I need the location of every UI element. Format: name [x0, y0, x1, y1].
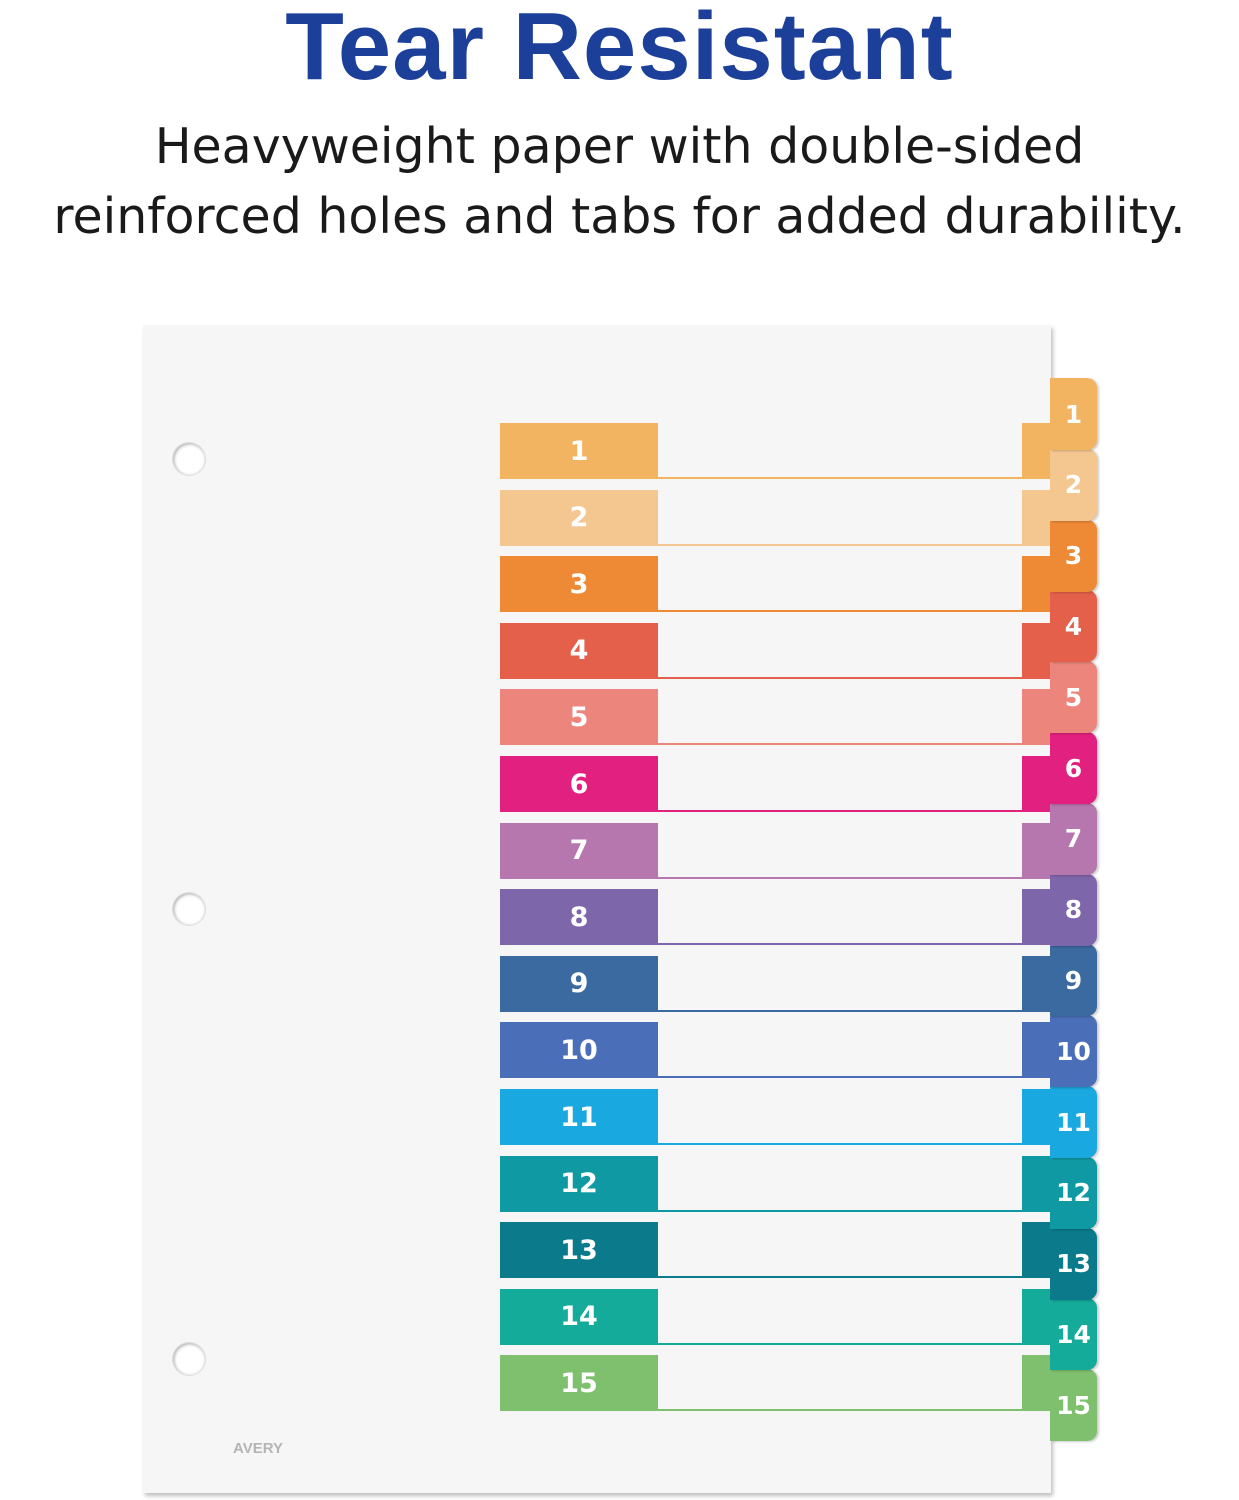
- side-tab-label: 6: [1064, 753, 1083, 783]
- toc-row: 10: [500, 1022, 1050, 1079]
- headline: Tear Resistant: [285, 0, 954, 100]
- side-tab-12[interactable]: 12: [1050, 1156, 1097, 1229]
- toc-entry-line: [658, 943, 1022, 946]
- side-tab-3[interactable]: 3: [1050, 519, 1097, 592]
- toc-row-number: 8: [500, 889, 658, 946]
- side-tab-label: 9: [1064, 965, 1083, 995]
- side-tab-6[interactable]: 6: [1050, 732, 1097, 804]
- toc-entry-line: [658, 743, 1022, 746]
- side-tab-9[interactable]: 9: [1050, 944, 1097, 1017]
- toc-row: 8: [500, 889, 1050, 946]
- toc-entry-line: [658, 876, 1022, 879]
- toc-row-number: 7: [500, 822, 658, 879]
- side-tab-11[interactable]: 11: [1050, 1086, 1097, 1158]
- punch-hole: [172, 892, 206, 926]
- toc-row-number: 15: [500, 1355, 658, 1412]
- subtitle-line-2: reinforced holes and tabs for added dura…: [53, 188, 1186, 245]
- toc-row-number: 10: [500, 1022, 658, 1079]
- toc-row-end-block: [1022, 489, 1050, 546]
- side-tab-label: 10: [1056, 1036, 1091, 1066]
- side-tab-label: 5: [1064, 682, 1083, 712]
- toc-entry-line: [658, 1342, 1022, 1345]
- toc-row-number: 9: [500, 955, 658, 1012]
- toc-row-end-block: [1022, 955, 1050, 1012]
- toc-row-end-block: [1022, 1288, 1050, 1345]
- side-tab-5[interactable]: 5: [1050, 661, 1097, 734]
- side-tab-label: 1: [1064, 399, 1083, 429]
- toc-row: 7: [500, 822, 1050, 879]
- toc-row: 3: [500, 556, 1050, 613]
- toc-row-end-block: [1022, 756, 1050, 812]
- toc-row: 12: [500, 1155, 1050, 1212]
- toc-entry-line: [658, 1009, 1022, 1012]
- punch-hole: [172, 1342, 206, 1376]
- side-tab-8[interactable]: 8: [1050, 873, 1097, 946]
- toc-row-end-block: [1022, 423, 1050, 479]
- toc-row: 9: [500, 955, 1050, 1012]
- toc-row-end-block: [1022, 1022, 1050, 1079]
- toc-entry-line: [658, 610, 1022, 613]
- toc-row-number: 4: [500, 622, 658, 679]
- toc-row-end-block: [1022, 689, 1050, 746]
- side-tab-14[interactable]: 14: [1050, 1298, 1097, 1371]
- side-tab-2[interactable]: 2: [1050, 448, 1097, 521]
- side-tab-label: 3: [1064, 541, 1083, 571]
- toc-row: 11: [500, 1089, 1050, 1145]
- toc-row-number: 13: [500, 1222, 658, 1279]
- toc-entry-line: [658, 676, 1022, 679]
- toc-entry-line: [658, 1209, 1022, 1212]
- toc-row-end-block: [1022, 556, 1050, 613]
- punch-hole: [172, 442, 206, 476]
- toc-row: 13: [500, 1222, 1050, 1279]
- side-tab-label: 7: [1064, 824, 1083, 854]
- toc-row-number: 1: [500, 423, 658, 479]
- toc-entry-line: [658, 477, 1022, 479]
- side-tab-7[interactable]: 7: [1050, 802, 1097, 875]
- toc-row: 14: [500, 1288, 1050, 1345]
- side-tab-13[interactable]: 13: [1050, 1227, 1097, 1300]
- toc-entry-line: [658, 810, 1022, 812]
- side-tab-15[interactable]: 15: [1050, 1369, 1097, 1442]
- side-tab-label: 13: [1056, 1249, 1091, 1279]
- toc-row-number: 6: [500, 756, 658, 812]
- toc-entry-line: [658, 1276, 1022, 1279]
- side-tab-label: 4: [1064, 611, 1083, 641]
- side-tab-10[interactable]: 10: [1050, 1015, 1097, 1088]
- avery-logo: AVERY: [233, 1440, 284, 1457]
- toc-row: 4: [500, 622, 1050, 679]
- toc-row-number: 14: [500, 1288, 658, 1345]
- toc-row-number: 12: [500, 1155, 658, 1212]
- toc-row-number: 5: [500, 689, 658, 746]
- side-tab-label: 14: [1056, 1319, 1091, 1349]
- toc-row-end-block: [1022, 1222, 1050, 1279]
- toc-entry-line: [658, 1076, 1022, 1079]
- side-tab-label: 2: [1064, 470, 1083, 500]
- subtitle-line-1: Heavyweight paper with double-sided: [154, 118, 1085, 175]
- toc-entry-line: [658, 543, 1022, 546]
- toc-row-number: 2: [500, 489, 658, 546]
- toc-row-end-block: [1022, 622, 1050, 679]
- toc-row: 5: [500, 689, 1050, 746]
- side-tab-1[interactable]: 1: [1050, 378, 1097, 450]
- toc-row-end-block: [1022, 1355, 1050, 1412]
- side-tab-label: 12: [1056, 1178, 1091, 1208]
- side-tab-label: 8: [1064, 895, 1083, 925]
- toc-entry-line: [658, 1143, 1022, 1145]
- toc-row-number: 11: [500, 1089, 658, 1145]
- toc-row-number: 3: [500, 556, 658, 613]
- toc-row: 2: [500, 489, 1050, 546]
- side-tab-4[interactable]: 4: [1050, 590, 1097, 663]
- toc-row-end-block: [1022, 1089, 1050, 1145]
- side-tab-label: 11: [1056, 1107, 1091, 1137]
- toc-row: 15: [500, 1355, 1050, 1412]
- side-tab-label: 15: [1056, 1390, 1091, 1420]
- toc-row-end-block: [1022, 889, 1050, 946]
- toc-row: 1: [500, 423, 1050, 479]
- toc-row: 6: [500, 756, 1050, 812]
- toc-row-end-block: [1022, 1155, 1050, 1212]
- toc-row-end-block: [1022, 822, 1050, 879]
- toc-entry-line: [658, 1409, 1022, 1412]
